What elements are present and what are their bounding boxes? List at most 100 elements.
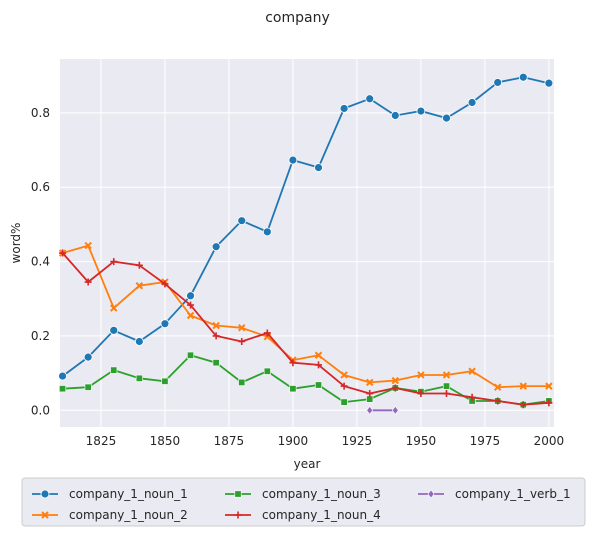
data-point (315, 381, 323, 389)
data-point (417, 390, 425, 398)
data-point (288, 155, 298, 165)
data-point (212, 332, 220, 340)
data-point (289, 359, 297, 367)
x-axis: 1825 1850 1875 1900 1925 1950 1975 2000 (86, 434, 564, 448)
data-point (340, 398, 348, 406)
data-point (391, 384, 399, 392)
y-tick-label: 0.6 (31, 180, 50, 194)
data-point (110, 304, 118, 312)
data-point (442, 382, 450, 390)
data-point (339, 104, 349, 113)
x-tick-label: 1825 (86, 434, 117, 448)
data-point (211, 242, 221, 252)
data-point (161, 377, 169, 385)
legend-marker (234, 511, 242, 519)
legend-label: company_1_noun_3 (262, 487, 381, 501)
legend-label: company_1_noun_2 (69, 508, 188, 522)
data-point (135, 261, 143, 269)
data-point (212, 321, 220, 330)
legend-item: company_1_noun_2 (32, 508, 188, 522)
plot-area (60, 59, 554, 427)
x-tick-label: 1925 (342, 434, 373, 448)
data-point (417, 371, 425, 379)
x-tick-label: 1875 (214, 434, 245, 448)
data-point (187, 351, 195, 359)
data-point (59, 385, 67, 393)
legend: company_1_noun_1 company_1_noun_2 company_… (21, 477, 586, 527)
data-point (109, 325, 119, 335)
data-point (83, 352, 93, 362)
data-point (160, 319, 170, 329)
data-point (390, 111, 400, 120)
data-point (545, 382, 553, 390)
series-company_1_verb_1 (366, 405, 399, 415)
y-axis: 0.0 0.2 0.4 0.6 0.8 (31, 106, 50, 417)
data-point (365, 94, 375, 104)
data-point (263, 367, 271, 375)
series-company_1_noun_1 (58, 72, 554, 381)
data-point (391, 405, 399, 415)
data-point (135, 374, 143, 382)
data-point (519, 401, 527, 409)
data-point (468, 367, 476, 375)
x-tick-label: 1900 (278, 434, 309, 448)
data-point (263, 329, 271, 337)
data-point (493, 383, 502, 391)
data-point (519, 382, 527, 390)
series-line (61, 252, 549, 406)
y-tick-label: 0.4 (31, 255, 50, 269)
y-axis-label: word% (9, 223, 23, 264)
series-line (62, 354, 550, 406)
legend-item: company_1_noun_1 (32, 487, 188, 501)
data-point (58, 371, 67, 381)
x-axis-label: year (294, 457, 321, 471)
series-line (62, 244, 549, 389)
data-point (186, 291, 195, 301)
data-point (518, 72, 528, 82)
data-point (238, 338, 246, 346)
data-point (84, 383, 92, 391)
data-point (391, 376, 400, 385)
data-point (366, 390, 374, 398)
x-tick-label: 1975 (470, 434, 501, 448)
legend-marker (234, 490, 242, 498)
x-tick-label: 1950 (406, 434, 437, 448)
data-point (545, 399, 553, 407)
data-point (544, 78, 554, 88)
data-point (289, 385, 297, 393)
data-point (187, 301, 195, 309)
legend-label: company_1_verb_1 (455, 487, 571, 501)
legend-label: company_1_noun_1 (69, 487, 188, 501)
legend-box (21, 477, 586, 527)
series-layer (58, 72, 554, 415)
y-tick-label: 0.2 (31, 329, 50, 343)
data-point (110, 258, 118, 266)
data-point (84, 278, 92, 286)
y-tick-label: 0.8 (31, 106, 50, 120)
data-point (59, 249, 67, 257)
data-point (135, 282, 144, 290)
legend-item: company_1_verb_1 (418, 487, 571, 501)
data-point (366, 405, 374, 415)
data-point (262, 227, 272, 237)
series-company_1_noun_4 (59, 249, 553, 409)
data-point (314, 163, 323, 172)
data-point (134, 337, 144, 346)
x-tick-label: 1850 (150, 434, 181, 448)
data-point (366, 378, 374, 387)
data-point (340, 371, 348, 379)
data-point (161, 280, 169, 288)
data-point (416, 106, 426, 116)
data-point (237, 216, 247, 226)
data-point (340, 382, 348, 390)
data-point (315, 361, 323, 369)
legend-marker (40, 489, 50, 499)
data-point (110, 366, 118, 374)
data-point (468, 393, 476, 401)
legend-item: company_1_noun_4 (225, 508, 381, 522)
data-point (442, 390, 450, 398)
series-line (62, 76, 550, 377)
legend-item: company_1_noun_3 (225, 487, 381, 501)
data-point (84, 241, 92, 250)
legend-label: company_1_noun_4 (262, 508, 381, 522)
